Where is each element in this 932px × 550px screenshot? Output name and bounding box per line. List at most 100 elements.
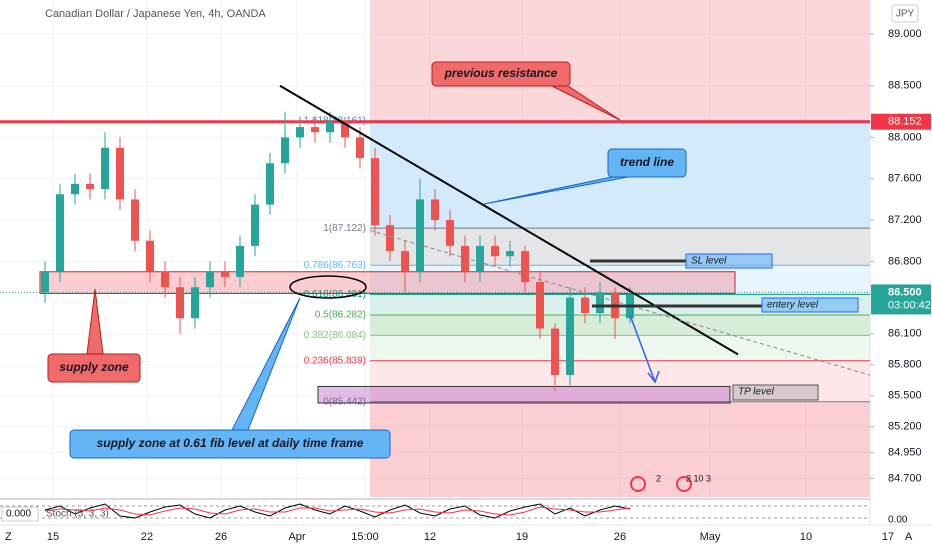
x-tick-label: 15:00 xyxy=(351,531,379,543)
candle-body xyxy=(191,287,199,319)
fib-label: 0.786(86.763) xyxy=(304,260,366,271)
callout-text: trend line xyxy=(620,155,674,169)
candle-body xyxy=(401,251,409,272)
callout-box xyxy=(69,429,391,459)
resistance-price-box xyxy=(871,113,931,130)
osc-left-label: 0.000 xyxy=(6,509,31,520)
candle-body xyxy=(386,225,394,252)
y-tick-label: 87.200 xyxy=(888,214,922,226)
candle-body xyxy=(446,220,454,246)
y-tick-label: 84.700 xyxy=(888,472,922,484)
candle-body xyxy=(161,271,169,288)
fib-zone xyxy=(370,360,870,402)
x-tick-label: 17 xyxy=(882,531,894,543)
candle-body xyxy=(71,183,79,195)
event-icon xyxy=(676,476,692,492)
osc-name: Stoch (5, 3, 3) xyxy=(46,509,109,520)
candle-body xyxy=(86,183,94,190)
fib-label: 1(87.122) xyxy=(323,223,366,234)
candle-body xyxy=(266,163,274,205)
y-tick-label: 87.600 xyxy=(888,173,922,185)
fib-ellipse xyxy=(289,275,367,299)
candle-body xyxy=(131,199,139,241)
fib-label: 0(85.442) xyxy=(323,396,366,407)
tp-zone xyxy=(317,385,731,404)
candle-body xyxy=(521,251,529,283)
candle-body xyxy=(116,147,124,200)
sl-label-box xyxy=(685,253,773,269)
candle-body xyxy=(341,121,349,138)
candle-body xyxy=(566,297,574,376)
x-tick-label: 19 xyxy=(516,531,528,543)
projection-line xyxy=(369,229,871,376)
candle-body xyxy=(146,240,154,272)
candle-body xyxy=(536,282,544,329)
currency-box[interactable] xyxy=(891,4,919,23)
x-tick-label: 15 xyxy=(47,531,59,543)
candle-body xyxy=(596,292,604,314)
candle-body xyxy=(581,297,589,314)
x-tick-label: Apr xyxy=(288,531,305,543)
fib-zone-fill xyxy=(370,335,870,361)
candle-body xyxy=(236,245,244,277)
trend-line xyxy=(279,84,739,356)
x-tick-label: 26 xyxy=(215,531,227,543)
x-tick-label: 12 xyxy=(424,531,436,543)
entry-label: entery level xyxy=(767,300,819,311)
candle-body xyxy=(431,199,439,221)
tp-label-box xyxy=(732,384,819,401)
entry-label-box xyxy=(761,297,859,313)
fib-zone xyxy=(370,265,870,295)
candle-body xyxy=(251,204,259,246)
candle-body xyxy=(506,251,514,257)
resistance-price: 88.152 xyxy=(888,116,922,128)
y-tick-label: 84.950 xyxy=(888,446,922,458)
y-tick-label: 86.800 xyxy=(888,255,922,267)
fib-label: 0.618(86.481) xyxy=(304,289,366,300)
osc-right-label: 0.00 xyxy=(888,515,908,526)
candle-body xyxy=(176,287,184,319)
osc-label-box xyxy=(1,506,39,522)
sl-label: SL level xyxy=(691,256,727,267)
fib-label: 0.382(86.084) xyxy=(304,330,366,341)
candle-body xyxy=(491,245,499,257)
callout-box xyxy=(47,353,141,383)
fib-zone-fill xyxy=(370,314,870,336)
corner-right[interactable]: A xyxy=(905,531,913,543)
candle-body xyxy=(56,194,64,272)
tp-label: TP level xyxy=(738,387,775,398)
corner-left[interactable]: Z xyxy=(5,531,12,543)
fib-label: 0.236(85.839) xyxy=(304,355,366,366)
y-tick-label: 88.000 xyxy=(888,131,922,143)
x-tick-label: May xyxy=(700,531,721,543)
last-price: 86.500 xyxy=(888,286,922,298)
event-badge: 2 10 3 xyxy=(686,473,711,483)
candle-body xyxy=(326,121,334,133)
candle-body xyxy=(221,271,229,277)
fib-label: 0.5(86.282) xyxy=(315,310,366,321)
callout-pointer xyxy=(483,176,629,205)
target-arrow xyxy=(629,314,660,384)
fib-zone-fill xyxy=(370,265,870,295)
candle-body xyxy=(461,245,469,272)
candle-body xyxy=(281,137,289,164)
candle-body xyxy=(356,137,364,159)
callout-pointer xyxy=(551,85,621,121)
y-tick-label: 88.500 xyxy=(888,80,922,92)
callout-pointer xyxy=(231,297,301,431)
callout-box xyxy=(431,61,571,87)
x-tick-label: 26 xyxy=(614,531,626,543)
candle-body xyxy=(371,158,379,226)
event-badge: 2 xyxy=(656,473,661,483)
y-tick-label: 85.500 xyxy=(888,390,922,402)
candle-body xyxy=(101,147,109,190)
y-tick-label: 86.100 xyxy=(888,328,922,340)
countdown: 03:00:42 xyxy=(888,299,931,311)
candle-body xyxy=(476,245,484,272)
callout-box xyxy=(607,148,687,178)
callout-text: supply zone at 0.61 fib level at daily t… xyxy=(97,436,364,450)
callout-text: previous resistance xyxy=(444,66,558,80)
candle-body xyxy=(311,127,319,133)
fib-zone xyxy=(370,335,870,361)
